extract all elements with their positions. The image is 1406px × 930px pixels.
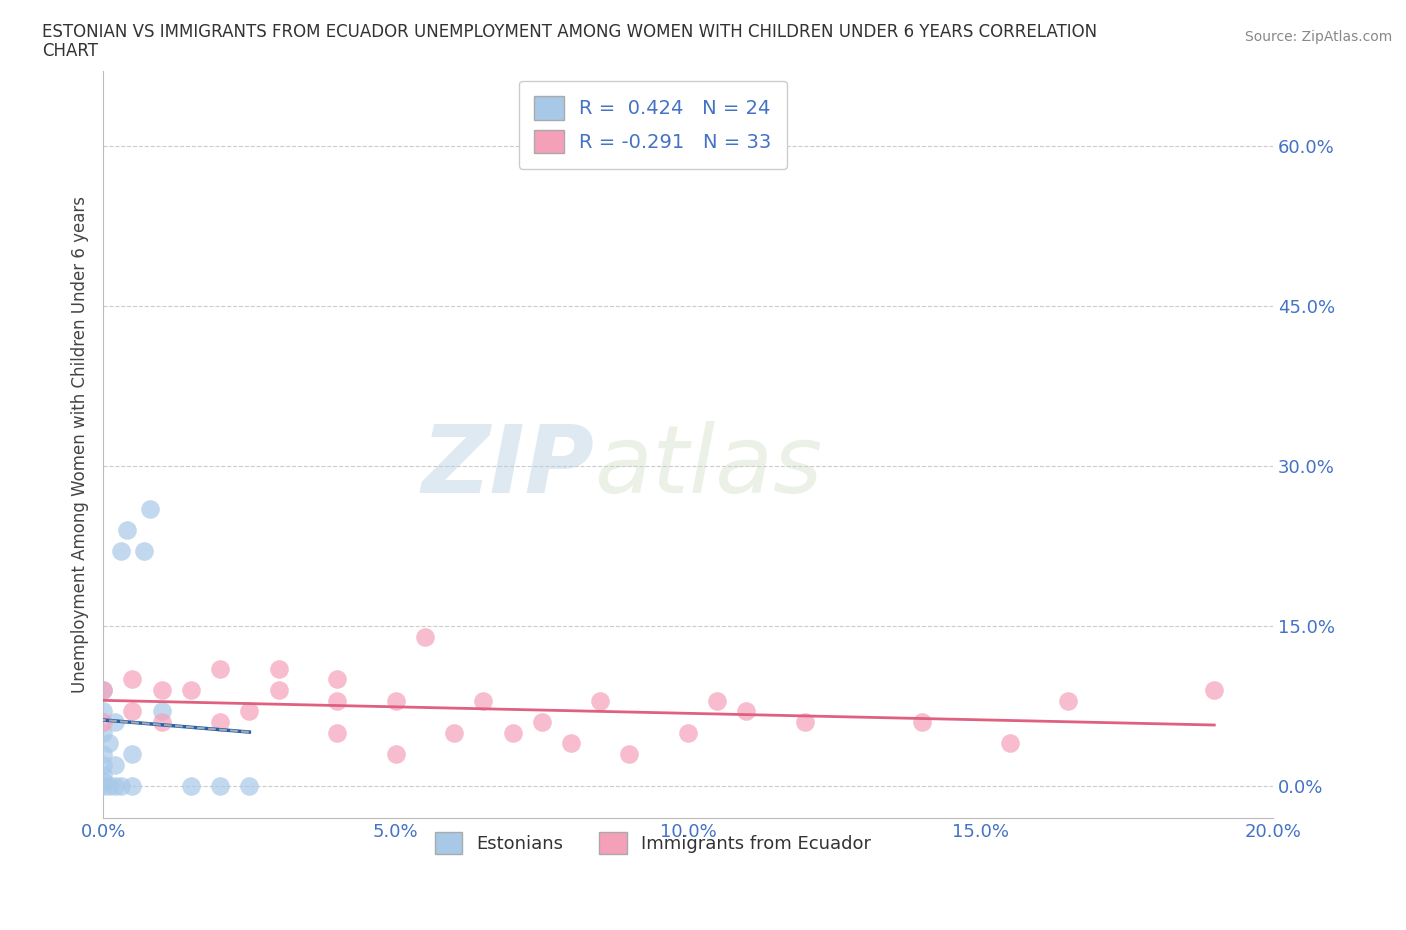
Point — [1057, 693, 1080, 708]
Point — [267, 683, 290, 698]
Point — [326, 693, 349, 708]
Point — [121, 704, 143, 719]
Text: CHART: CHART — [42, 42, 98, 60]
Point — [132, 544, 155, 559]
Point — [121, 747, 143, 762]
Point — [530, 714, 553, 729]
Point — [91, 757, 114, 772]
Point — [91, 778, 114, 793]
Point — [110, 778, 132, 793]
Point — [560, 736, 582, 751]
Point — [98, 736, 121, 751]
Point — [911, 714, 934, 729]
Point — [98, 778, 121, 793]
Y-axis label: Unemployment Among Women with Children Under 6 years: Unemployment Among Women with Children U… — [72, 196, 89, 693]
Point — [209, 661, 232, 676]
Point — [443, 725, 465, 740]
Point — [150, 714, 173, 729]
Point — [104, 757, 127, 772]
Text: Source: ZipAtlas.com: Source: ZipAtlas.com — [1244, 30, 1392, 44]
Point — [793, 714, 815, 729]
Point — [502, 725, 524, 740]
Point — [91, 774, 114, 789]
Text: ZIP: ZIP — [422, 421, 595, 512]
Point — [110, 544, 132, 559]
Point — [326, 671, 349, 686]
Point — [91, 704, 114, 719]
Point — [472, 693, 495, 708]
Point — [326, 725, 349, 740]
Point — [139, 501, 162, 516]
Point — [104, 714, 127, 729]
Point — [238, 704, 260, 719]
Point — [706, 693, 728, 708]
Point — [238, 778, 260, 793]
Point — [619, 747, 641, 762]
Point — [180, 778, 202, 793]
Point — [150, 704, 173, 719]
Point — [676, 725, 699, 740]
Point — [115, 523, 138, 538]
Point — [267, 661, 290, 676]
Point — [209, 714, 232, 729]
Legend: Estonians, Immigrants from Ecuador: Estonians, Immigrants from Ecuador — [427, 825, 879, 861]
Point — [91, 683, 114, 698]
Point — [104, 778, 127, 793]
Point — [413, 630, 436, 644]
Point — [121, 671, 143, 686]
Point — [91, 725, 114, 740]
Point — [150, 683, 173, 698]
Point — [91, 747, 114, 762]
Point — [589, 693, 612, 708]
Text: atlas: atlas — [595, 421, 823, 512]
Point — [91, 683, 114, 698]
Point — [1204, 683, 1226, 698]
Point — [735, 704, 758, 719]
Point — [384, 693, 406, 708]
Point — [121, 778, 143, 793]
Point — [91, 714, 114, 729]
Point — [91, 768, 114, 783]
Point — [180, 683, 202, 698]
Point — [209, 778, 232, 793]
Point — [998, 736, 1021, 751]
Point — [384, 747, 406, 762]
Text: ESTONIAN VS IMMIGRANTS FROM ECUADOR UNEMPLOYMENT AMONG WOMEN WITH CHILDREN UNDER: ESTONIAN VS IMMIGRANTS FROM ECUADOR UNEM… — [42, 23, 1097, 41]
